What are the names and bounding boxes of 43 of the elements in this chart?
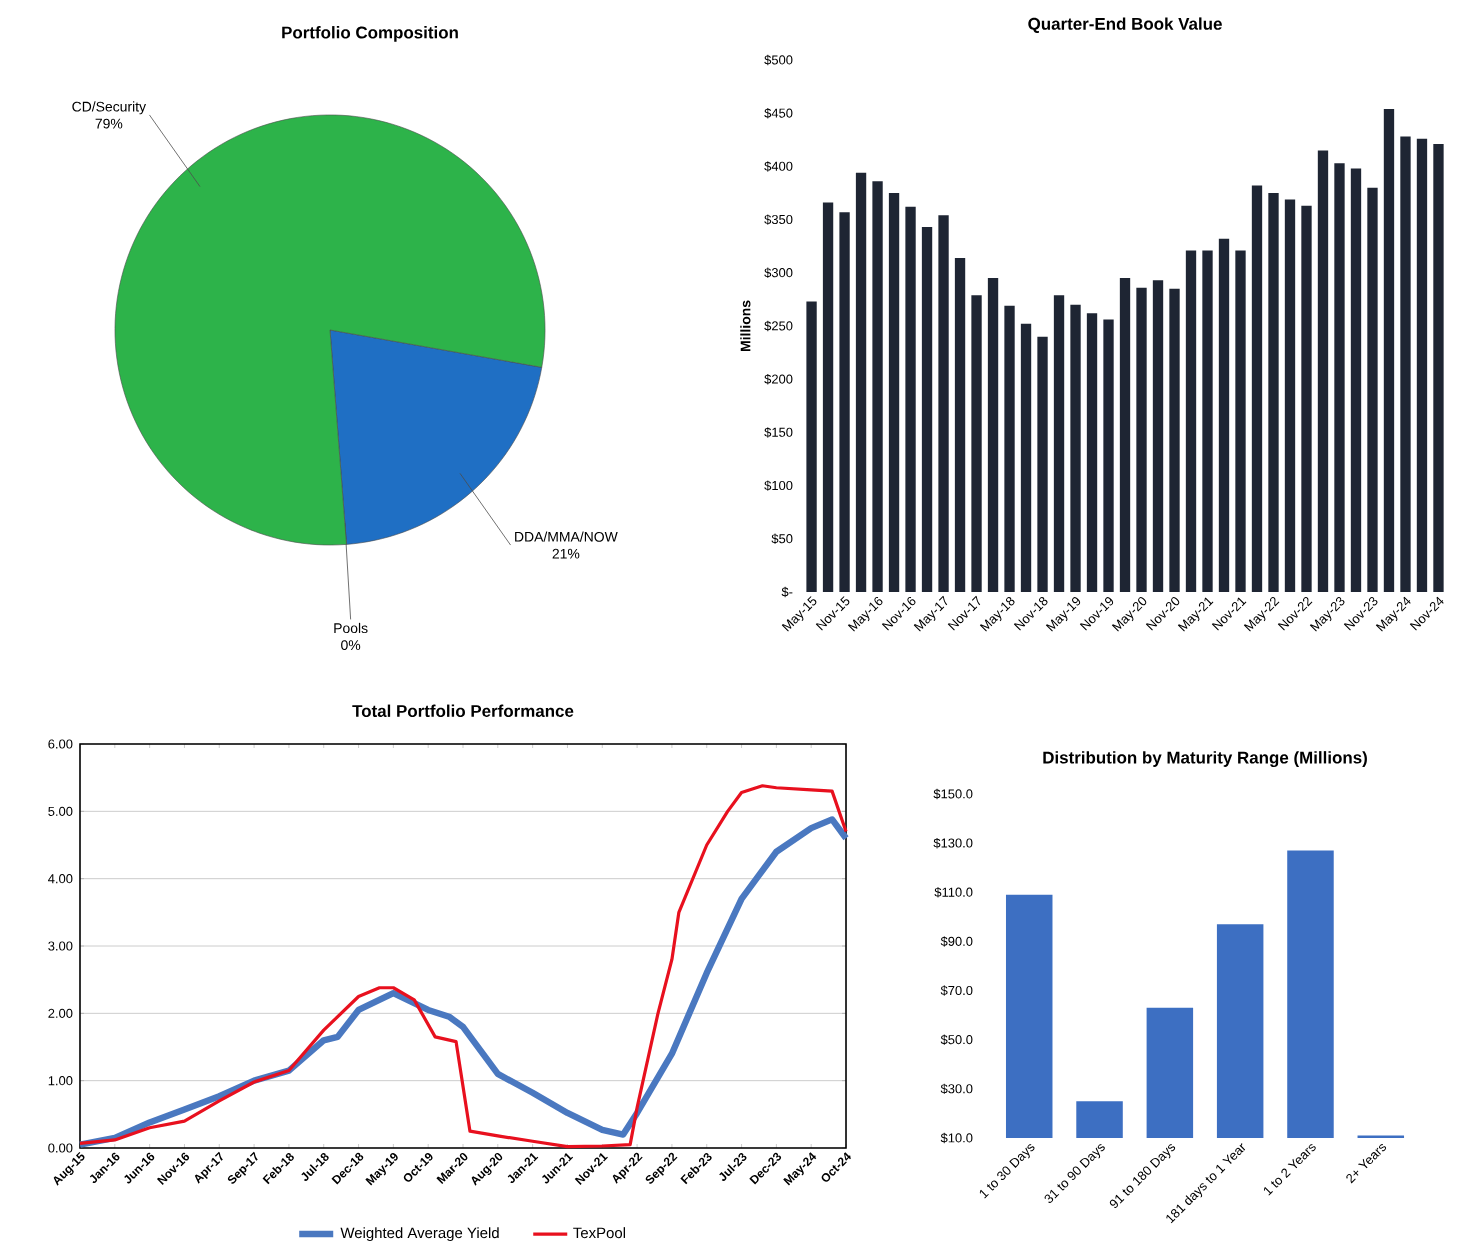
bar [954, 257, 966, 592]
bar [1020, 323, 1032, 592]
bar [938, 215, 949, 592]
bar [1119, 278, 1131, 592]
bar [1334, 163, 1345, 592]
bar [1070, 304, 1081, 592]
bar [1185, 250, 1197, 592]
bar [1103, 319, 1114, 592]
bar [971, 295, 982, 592]
bar [1053, 295, 1065, 592]
bar [987, 278, 999, 592]
bar [1169, 288, 1180, 592]
bar [1086, 313, 1098, 592]
bar [1433, 144, 1444, 592]
bar [1268, 193, 1279, 592]
bar [1284, 199, 1296, 592]
chart-title: Portfolio Composition [282, 26, 458, 42]
bar [1383, 108, 1395, 592]
bar [888, 193, 900, 592]
bar [839, 212, 850, 592]
chart-title: Total Portfolio Performance [352, 704, 574, 717]
bar [921, 227, 933, 592]
bar [1218, 238, 1230, 592]
bar [1037, 336, 1048, 592]
chart-title: Distribution by Maturity Range (Millions) [1043, 751, 1367, 768]
bar [905, 206, 916, 592]
bar [1136, 287, 1147, 592]
bar [855, 172, 867, 592]
bar [1301, 205, 1312, 592]
bar [1251, 185, 1263, 592]
bar [1367, 187, 1378, 592]
bar [1152, 280, 1164, 592]
bar [1317, 150, 1329, 592]
bar [1416, 138, 1428, 592]
chart-title: Quarter-End Book Value [1028, 17, 1222, 34]
bar [822, 202, 834, 592]
bar [872, 181, 883, 592]
bar [1350, 168, 1362, 592]
bar [1400, 136, 1411, 592]
bar [1202, 250, 1213, 592]
bar [806, 301, 817, 592]
bar [1004, 305, 1015, 592]
bar [1235, 250, 1246, 592]
